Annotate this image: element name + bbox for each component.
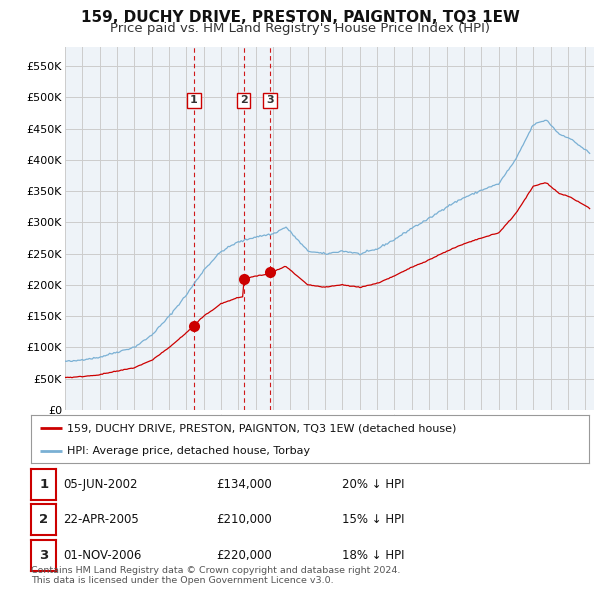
Text: 15% ↓ HPI: 15% ↓ HPI xyxy=(342,513,404,526)
Text: 22-APR-2005: 22-APR-2005 xyxy=(63,513,139,526)
Text: £134,000: £134,000 xyxy=(216,478,272,491)
Text: 05-JUN-2002: 05-JUN-2002 xyxy=(63,478,137,491)
Text: 2: 2 xyxy=(240,96,248,106)
Text: 3: 3 xyxy=(266,96,274,106)
Text: 18% ↓ HPI: 18% ↓ HPI xyxy=(342,549,404,562)
Text: 159, DUCHY DRIVE, PRESTON, PAIGNTON, TQ3 1EW: 159, DUCHY DRIVE, PRESTON, PAIGNTON, TQ3… xyxy=(80,10,520,25)
Text: 159, DUCHY DRIVE, PRESTON, PAIGNTON, TQ3 1EW (detached house): 159, DUCHY DRIVE, PRESTON, PAIGNTON, TQ3… xyxy=(67,423,457,433)
Text: 1: 1 xyxy=(190,96,198,106)
Text: 3: 3 xyxy=(39,549,49,562)
Text: 01-NOV-2006: 01-NOV-2006 xyxy=(63,549,142,562)
Text: Price paid vs. HM Land Registry's House Price Index (HPI): Price paid vs. HM Land Registry's House … xyxy=(110,22,490,35)
Text: HPI: Average price, detached house, Torbay: HPI: Average price, detached house, Torb… xyxy=(67,446,311,456)
Text: Contains HM Land Registry data © Crown copyright and database right 2024.
This d: Contains HM Land Registry data © Crown c… xyxy=(31,566,401,585)
Text: 20% ↓ HPI: 20% ↓ HPI xyxy=(342,478,404,491)
Text: 2: 2 xyxy=(39,513,49,526)
Text: £220,000: £220,000 xyxy=(216,549,272,562)
Text: 1: 1 xyxy=(39,478,49,491)
Text: £210,000: £210,000 xyxy=(216,513,272,526)
